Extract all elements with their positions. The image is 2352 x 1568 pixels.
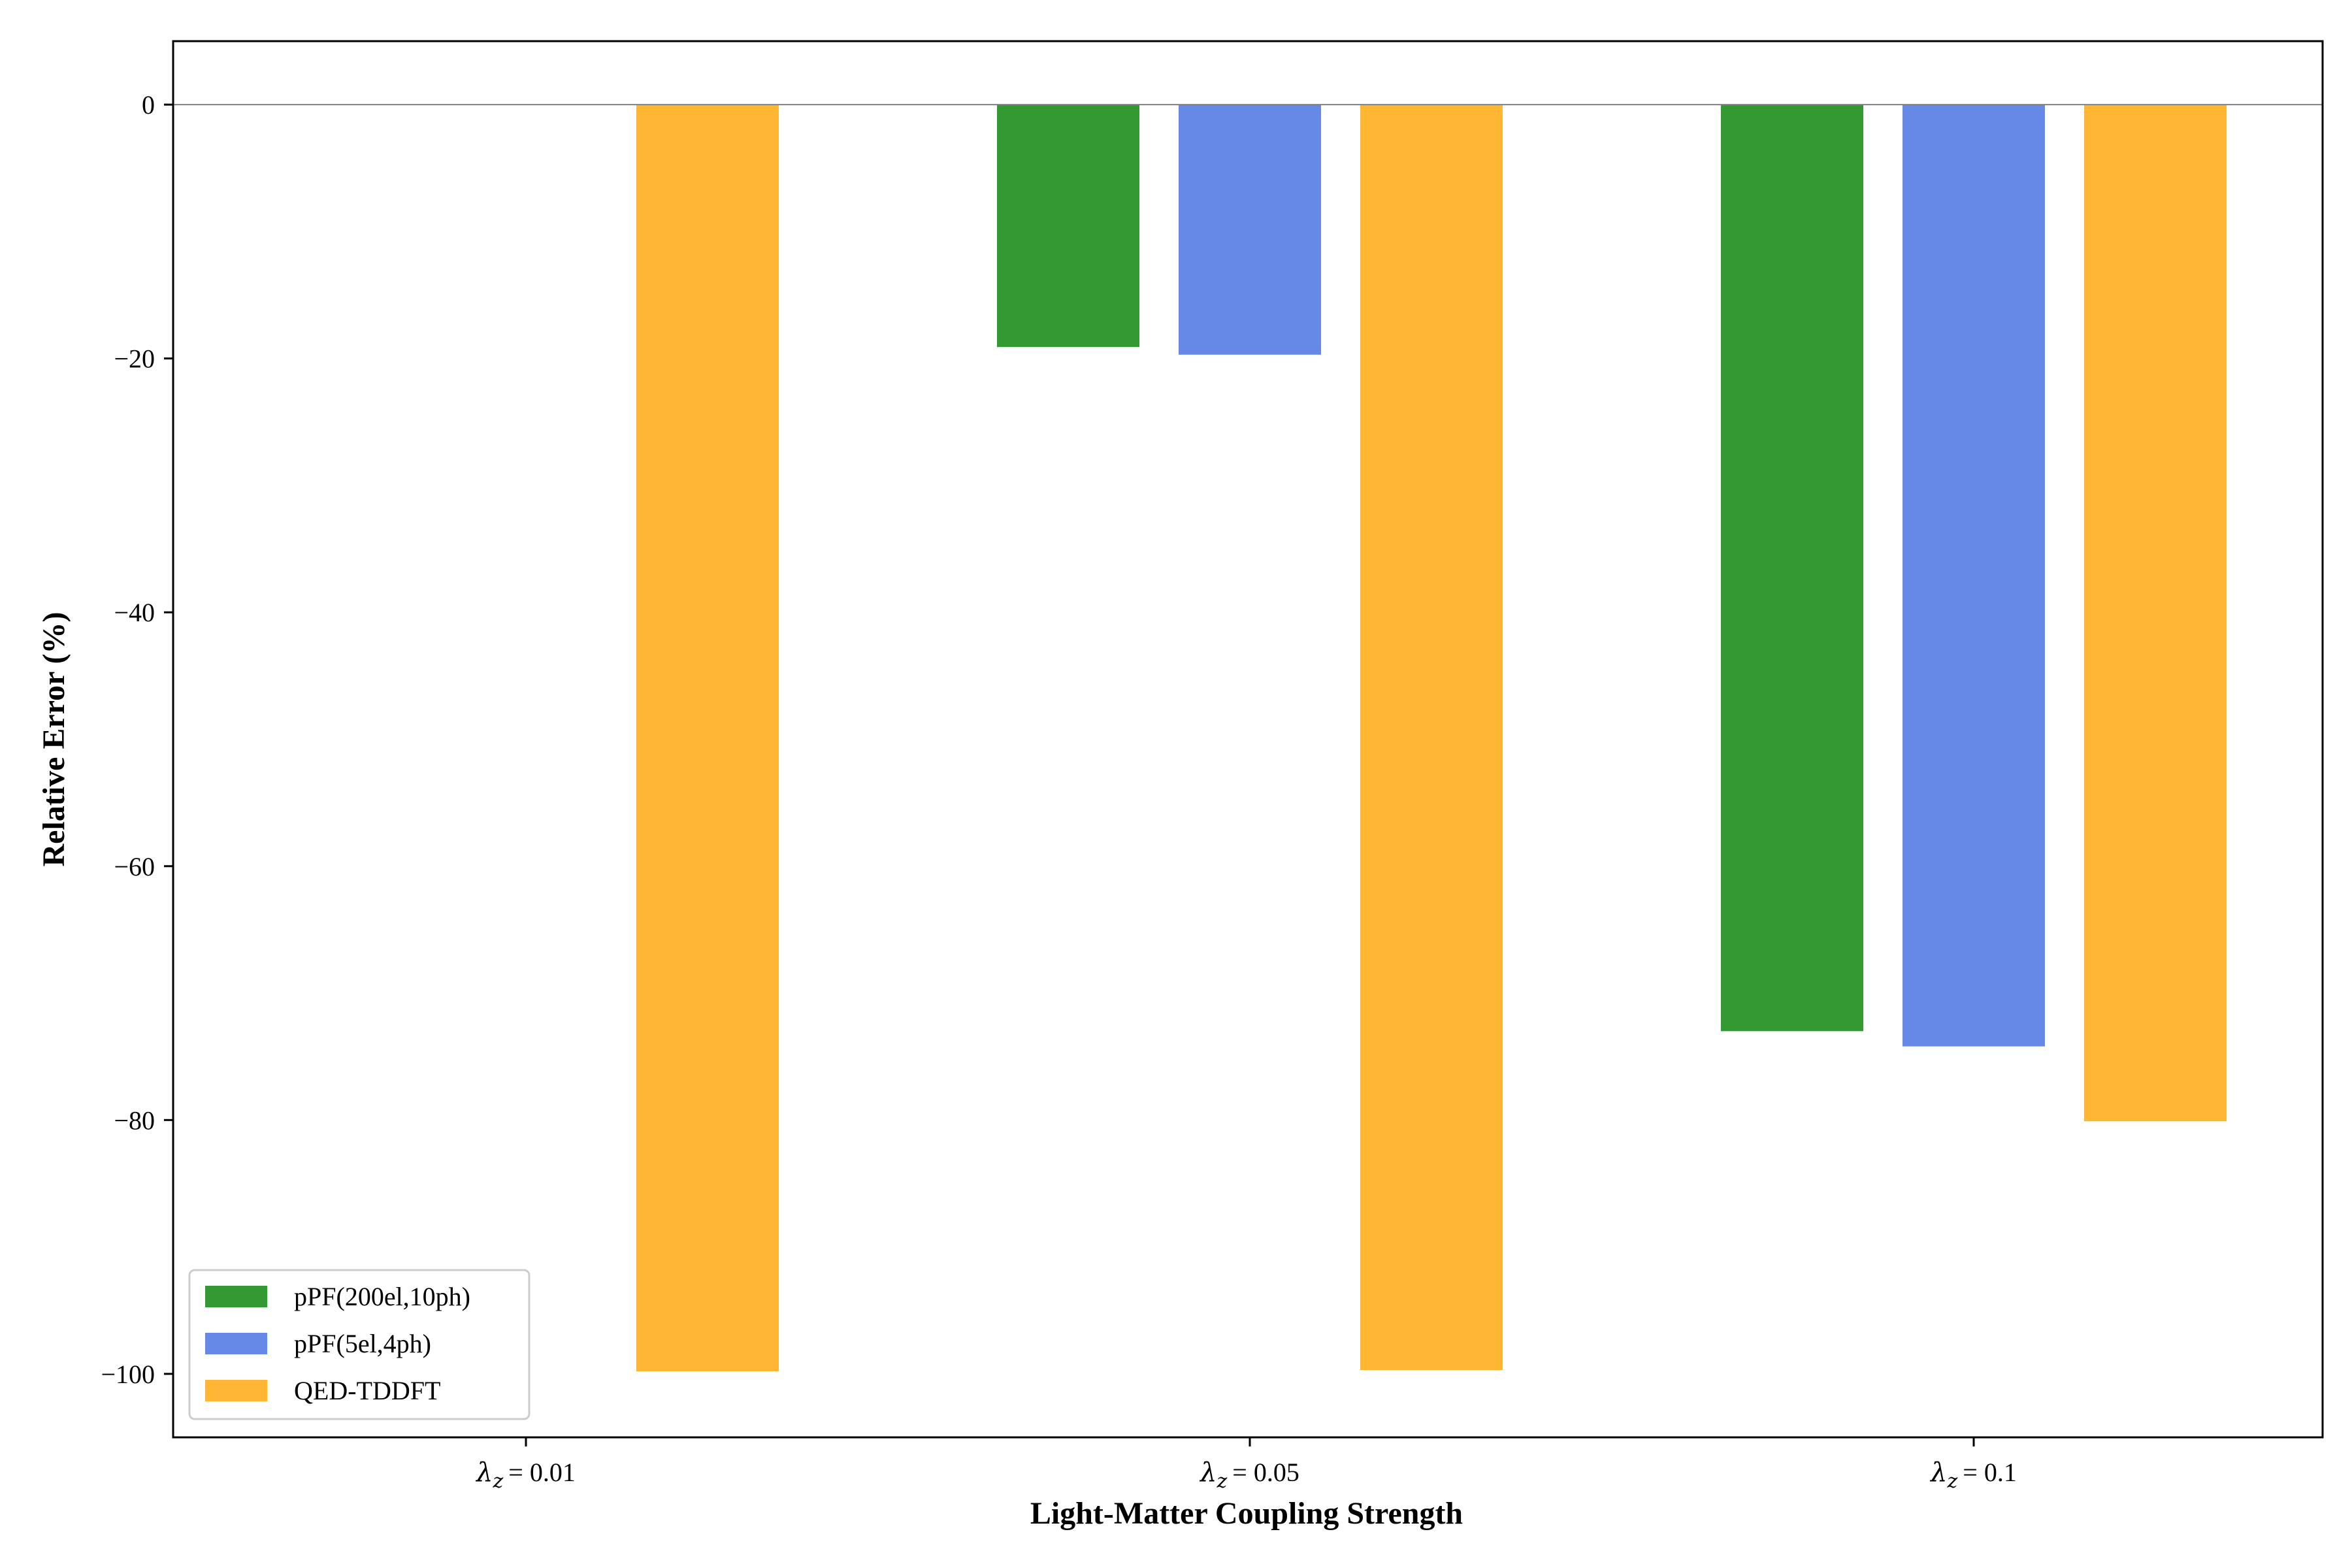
legend-swatch (205, 1286, 267, 1307)
bar-ppf-200el-10ph--1 (997, 105, 1139, 348)
y-tick-label: −20 (114, 344, 155, 374)
legend-label: QED-TDDFT (294, 1376, 440, 1405)
bar-qed-tddft-1 (1360, 105, 1503, 1371)
legend-label: pPF(200el,10ph) (294, 1282, 470, 1311)
x-tick-label: λz = 0.01 (475, 1458, 576, 1493)
bar-ppf-200el-10ph--2 (1721, 105, 1863, 1032)
plot-frame (172, 40, 2324, 1439)
legend-swatch (205, 1333, 267, 1354)
x-axis-title: Light-Matter Coupling Strength (1030, 1496, 1463, 1531)
y-tick-label: −80 (114, 1105, 155, 1135)
legend-label: pPF(5el,4ph) (294, 1329, 431, 1358)
bars-layer (636, 105, 2227, 1371)
y-tick-label: −100 (101, 1360, 155, 1389)
legend-box (188, 1269, 531, 1420)
x-tick-label: λz = 0.05 (1199, 1458, 1299, 1493)
y-tick-label: 0 (142, 90, 155, 120)
bar-ppf-5el-4ph--1 (1179, 105, 1321, 355)
x-tick-label: λz = 0.1 (1929, 1458, 2017, 1493)
bar-qed-tddft-0 (636, 105, 779, 1371)
bar-qed-tddft-2 (2084, 105, 2227, 1122)
x-axis: λz = 0.01 λz = 0.05 λz = 0.1 (475, 1437, 2017, 1493)
y-tick-label: −60 (114, 852, 155, 881)
y-tick-label: −40 (114, 598, 155, 627)
y-axis-title: Relative Error (%) (37, 612, 71, 866)
y-axis: 0 −20 −40 −60 −80 −100 (101, 90, 173, 1389)
legend: pPF(200el,10ph) pPF(5el,4ph) QED-TDDFT (188, 1269, 531, 1420)
legend-swatch (205, 1380, 267, 1401)
bar-ppf-5el-4ph--2 (1903, 105, 2045, 1047)
